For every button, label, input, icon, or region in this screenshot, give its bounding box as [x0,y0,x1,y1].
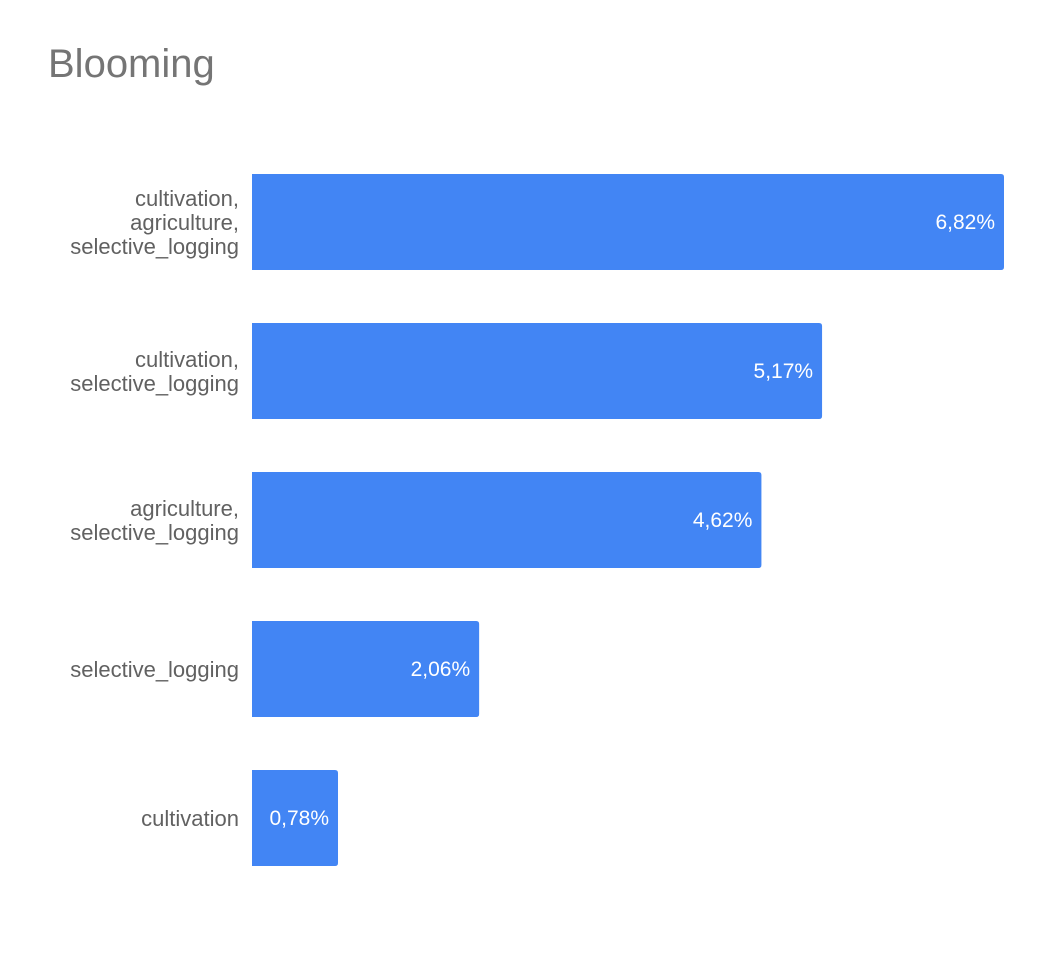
bar-0 [252,174,1004,270]
bar-1 [252,323,823,419]
category-label-line: cultivation [141,806,239,831]
category-label-4: cultivation [141,806,239,831]
chart-title: Blooming [48,42,215,86]
value-labels-group: 6,82% 5,17% 4,62% 2,06% 0,78% [269,211,995,830]
category-label-line: selective_logging [70,520,239,545]
category-label-0: cultivation, agriculture, selective_loggin… [70,186,239,259]
bar-3 [252,621,480,717]
category-label-line: selective_logging [70,371,239,396]
category-label-line: agriculture, [130,210,239,235]
value-label-1: 5,17% [754,360,814,383]
category-label-line: cultivation, [135,347,239,372]
category-label-2: agriculture, selective_logging [70,496,239,545]
category-label-3: selective_logging [70,657,239,682]
bars-group [252,174,1004,866]
bar-2 [252,472,762,568]
value-label-4: 0,78% [269,807,329,830]
category-label-line: selective_logging [70,234,239,259]
value-label-3: 2,06% [411,658,471,681]
value-label-2: 4,62% [693,509,753,532]
category-label-1: cultivation, selective_logging [70,347,239,396]
value-label-0: 6,82% [935,211,995,234]
category-label-line: cultivation, [135,186,239,211]
category-labels-group: cultivation, agriculture, selective_loggin… [70,186,239,831]
category-label-line: agriculture, [130,496,239,521]
category-label-line: selective_logging [70,657,239,682]
bar-4 [252,770,339,866]
